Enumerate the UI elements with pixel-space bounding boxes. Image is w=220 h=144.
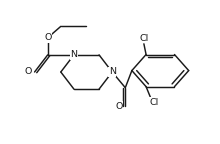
Text: Cl: Cl: [139, 34, 148, 43]
Text: N: N: [109, 68, 116, 76]
Text: Cl: Cl: [149, 98, 158, 107]
Text: O: O: [24, 68, 32, 76]
Text: O: O: [44, 33, 51, 42]
Text: N: N: [70, 50, 77, 59]
Text: O: O: [115, 102, 123, 111]
